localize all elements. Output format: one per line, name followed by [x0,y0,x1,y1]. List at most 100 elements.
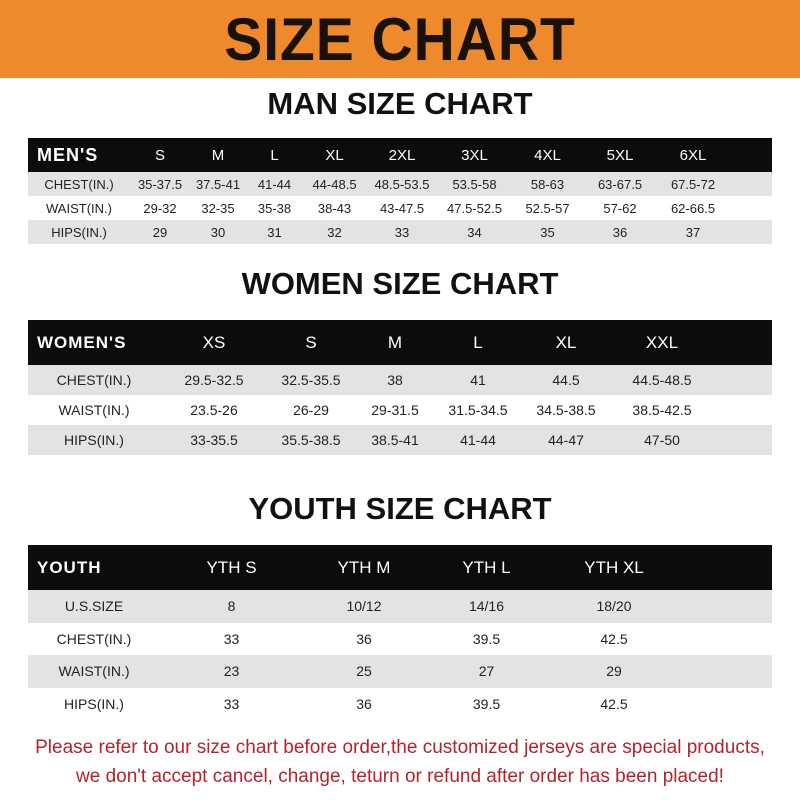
measurement-cell: 32.5-35.5 [281,372,341,388]
size-header-cell: M [211,146,225,164]
measurement-cell: 42.5 [600,630,628,647]
measurement-cell: 37 [685,224,701,240]
measurement-cell: 35-38 [257,200,292,216]
row-label: WAIST(IN.) [46,200,112,216]
size-header-cell: L [473,332,483,352]
size-header-cell: YTH S [206,557,257,577]
measurement-cell: 31 [267,224,282,240]
size-header-cell: 6XL [679,146,707,164]
measurement-cell: 34 [467,224,482,240]
measurement-cell: 23 [223,663,240,680]
measurement-cell: 48.5-53.5 [374,176,430,192]
table-row: U.S.SIZE 8 10/12 14/16 18/20 [28,590,772,623]
row-label: CHEST(IN.) [56,372,132,388]
size-header-cell: XL [555,332,577,352]
measurement-cell: 10/12 [346,598,382,615]
table-row: WAIST(IN.) 23.5-26 26-29 29-31.5 31.5-34.5 34… [28,395,772,425]
measurement-cell: 37.5-41 [195,176,241,192]
measurement-cell: 41-44 [460,432,496,448]
measurement-cell: 44.5 [552,372,580,388]
measurement-cell: 41 [470,372,486,388]
measurement-cell: 32 [327,224,342,240]
measurement-cell: 47-50 [644,432,680,448]
measurement-cell: 44-47 [548,432,584,448]
measurement-cell: 62-66.5 [670,200,716,216]
measurement-cell: 33 [394,224,410,240]
measurement-cell: 38.5-42.5 [632,402,692,418]
table-row: WAIST(IN.) 29-32 32-35 35-38 38-43 43-47.5 47.… [28,196,772,220]
table-title-cell: YOUTH [37,557,102,577]
measurement-cell: 25 [356,663,372,680]
size-header-cell: 4XL [534,146,561,164]
size-header-cell: YTH M [337,557,391,577]
measurement-cell: 29.5-32.5 [184,372,244,388]
measurement-cell: 52.5-57 [525,200,570,216]
measurement-cell: 33 [223,630,240,647]
size-header-cell: 5XL [606,146,634,164]
measurement-cell: 34.5-38.5 [536,402,596,418]
measurement-cell: 14/16 [468,598,505,615]
measurement-cell: 35-37.5 [137,176,183,192]
measurement-cell: 18/20 [596,598,632,615]
size-header-cell: XS [202,332,226,352]
row-label: CHEST(IN.) [44,176,114,192]
page-title: SIZE CHART [224,5,576,73]
notice-line-1: Please refer to our size chart before or… [35,737,765,758]
measurement-cell: 35 [540,224,555,240]
measurement-cell: 38-43 [317,200,352,216]
measurement-cell: 43-47.5 [379,200,425,216]
row-label: WAIST(IN.) [58,663,130,680]
row-label: HIPS(IN.) [64,695,124,712]
measurement-cell: 32-35 [201,200,235,216]
measurement-cell: 29-32 [143,200,177,216]
measurement-cell: 67.5-72 [670,176,716,192]
measurement-cell: 39.5 [472,630,501,647]
table-header-row: YOUTH YTH S YTH M YTH L YTH XL [28,545,772,590]
measurement-cell: 42.5 [600,695,628,712]
measurement-cell: 38.5-41 [371,432,419,448]
row-label: HIPS(IN.) [64,432,124,448]
table-row: HIPS(IN.) 33 36 39.5 42.5 [28,687,772,720]
measurement-cell: 23.5-26 [190,402,238,418]
table-title-cell: MEN'S [37,144,99,165]
size-header-cell: YTH XL [584,557,644,577]
size-header-cell: L [270,146,279,164]
table-row: CHEST(IN.) 29.5-32.5 32.5-35.5 38 41 44.5 44.5… [28,365,772,395]
youth-size-table: YOUTH YTH S YTH M YTH L YTH XL U.S.SIZE 8 10/12… [28,545,772,720]
youth-section-title: YOUTH SIZE CHART [248,491,552,526]
men-section-title: MAN SIZE CHART [267,86,533,121]
size-header-cell: M [387,332,403,352]
measurement-cell: 27 [478,663,495,680]
measurement-cell: 8 [227,598,236,615]
row-label: CHEST(IN.) [56,630,132,647]
measurement-cell: 36 [356,695,372,712]
table-row: WAIST(IN.) 23 25 27 29 [28,655,772,688]
table-row: CHEST(IN.) 35-37.5 37.5-41 41-44 44-48.5 48.5… [28,172,772,196]
order-notice: Please refer to our size chart before or… [0,733,800,791]
size-header-cell: S [154,146,165,164]
table-row: HIPS(IN.) 29 30 31 32 33 34 35 36 37 [28,220,772,244]
measurement-cell: 26-29 [293,402,329,418]
size-header-cell: 2XL [388,146,416,164]
women-section-title: WOMEN SIZE CHART [241,266,559,301]
table-row: HIPS(IN.) 33-35.5 35.5-38.5 38.5-41 41-44 44-… [28,425,772,455]
row-label: WAIST(IN.) [58,402,130,418]
measurement-cell: 31.5-34.5 [448,402,508,418]
size-header-cell: XXL [645,332,679,352]
measurement-cell: 57-62 [603,200,637,216]
men-size-table: MEN'S S M L XL 2XL 3XL 4XL 5XL 6XL CHEST(IN.) 35-37… [28,138,772,244]
measurement-cell: 39.5 [472,695,501,712]
measurement-cell: 30 [210,224,226,240]
measurement-cell: 47.5-52.5 [447,200,502,216]
size-header-cell: 3XL [461,146,488,164]
measurement-cell: 44.5-48.5 [632,372,692,388]
title-banner: SIZE CHART [0,0,800,78]
size-header-cell: S [305,332,317,352]
measurement-cell: 41-44 [257,176,292,192]
notice-line-2: we don't accept cancel, change, teturn o… [76,766,724,787]
measurement-cell: 29-31.5 [371,402,419,418]
measurement-cell: 38 [387,372,403,388]
measurement-cell: 29 [152,224,168,240]
table-title-cell: WOMEN'S [37,332,127,352]
table-header-row: MEN'S S M L XL 2XL 3XL 4XL 5XL 6XL [28,138,772,172]
